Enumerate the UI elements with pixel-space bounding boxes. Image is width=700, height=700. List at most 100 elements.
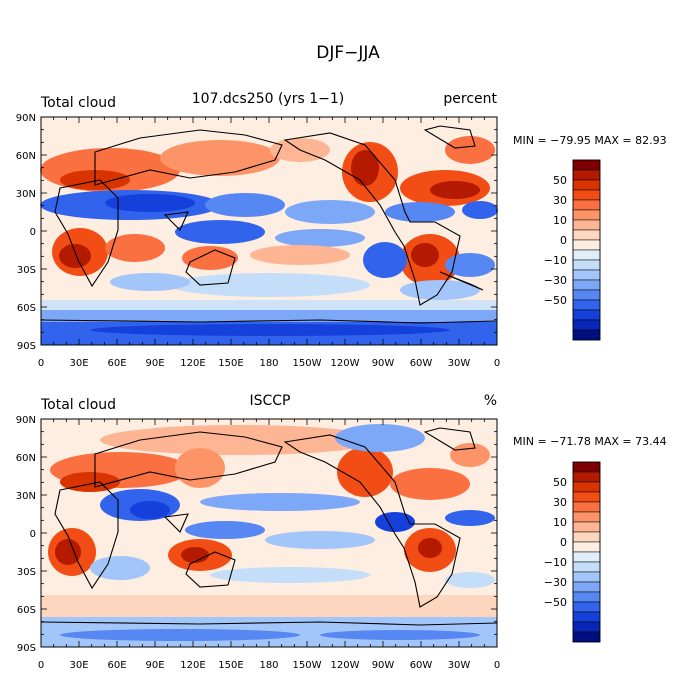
colorbar-label: 0: [560, 536, 567, 549]
panel-obs-ticks: [40, 418, 498, 648]
figure-title: DJF−JJA: [316, 43, 380, 63]
lon-tick-label: 30E: [69, 660, 88, 671]
lon-tick-label: 150E: [218, 660, 243, 671]
panel-model-lon-labels: 0 30E 60E 90E 120E 150E 180 150W 120W 90W 60W 30W 0: [38, 358, 500, 369]
lat-tick-label: 0: [30, 529, 36, 540]
colorbar-swatch: [572, 621, 601, 633]
lon-tick-label: 0: [494, 358, 500, 369]
lon-tick-label: 30E: [69, 358, 88, 369]
lon-tick-label: 0: [494, 660, 500, 671]
lon-tick-label: 60E: [107, 358, 126, 369]
lat-tick-label: 30S: [17, 567, 36, 578]
lat-tick-label: 30S: [17, 265, 36, 276]
panel-model: Total cloud 107.dcs250 (yrs 1−1) percent…: [16, 91, 667, 369]
colorbar-swatch: [572, 309, 601, 321]
panel-model-colorbar: 50 30 10 0 −10 −30 −50: [544, 159, 601, 341]
lon-tick-label: 150W: [293, 358, 322, 369]
panel-obs-coastlines: [40, 427, 498, 626]
colorbar-swatch: [572, 541, 601, 553]
panel-obs-lat-labels: 90N 60N 30N 0 30S 60S 90S: [16, 415, 36, 654]
colorbar-swatch: [572, 521, 601, 533]
colorbar-swatch: [572, 229, 601, 241]
lat-tick-label: 60S: [17, 303, 36, 314]
panel-model-units: percent: [443, 91, 497, 107]
colorbar-label: 10: [553, 516, 567, 529]
colorbar-swatch: [572, 249, 601, 261]
colorbar-swatch: [572, 581, 601, 593]
panel-obs-source: ISCCP: [249, 393, 290, 409]
colorbar-swatch: [572, 571, 601, 583]
lon-tick-label: 120W: [331, 660, 360, 671]
colorbar-label: 30: [553, 194, 567, 207]
panel-obs-colorbar: 50 30 10 0 −10 −30 −50: [544, 461, 601, 643]
lon-tick-label: 30W: [448, 358, 471, 369]
colorbar-swatch: [572, 511, 601, 523]
panel-model-map: [40, 116, 498, 346]
colorbar-swatch: [572, 159, 601, 171]
lon-tick-label: 150E: [218, 358, 243, 369]
lon-tick-label: 180: [259, 358, 278, 369]
lat-tick-label: 90S: [17, 643, 36, 654]
lat-tick-label: 90S: [17, 341, 36, 352]
colorbar-swatch: [572, 611, 601, 623]
colorbar-swatch: [572, 491, 601, 503]
colorbar-swatch: [572, 631, 601, 643]
colorbar-swatch: [572, 259, 601, 271]
colorbar-label: −10: [544, 254, 567, 267]
colorbar-swatch: [572, 601, 601, 613]
colorbar-label: −30: [544, 576, 567, 589]
lon-tick-label: 90W: [372, 358, 395, 369]
panel-model-stats: MIN = −79.95 MAX = 82.93: [513, 134, 667, 147]
lon-tick-label: 120W: [331, 358, 360, 369]
colorbar-swatch: [572, 299, 601, 311]
colorbar-swatch: [572, 169, 601, 181]
colorbar-swatch: [572, 179, 601, 191]
lon-tick-label: 120E: [180, 660, 205, 671]
colorbar-label: −50: [544, 294, 567, 307]
panel-model-source: 107.dcs250 (yrs 1−1): [192, 91, 344, 107]
colorbar-swatch: [572, 501, 601, 513]
colorbar-swatch: [572, 591, 601, 603]
colorbar-label: −50: [544, 596, 567, 609]
colorbar-swatch: [572, 319, 601, 331]
colorbar-swatch: [572, 279, 601, 291]
panel-obs: Total cloud ISCCP % MIN = −71.78 MAX = 7…: [16, 393, 667, 671]
colorbar-label: −10: [544, 556, 567, 569]
panel-model-lat-labels: 90N 60N 30N 0 30S 60S 90S: [16, 113, 36, 352]
colorbar-swatch: [572, 189, 601, 201]
panel-obs-units: %: [484, 393, 497, 409]
colorbar-swatch: [572, 209, 601, 221]
lon-tick-label: 60E: [107, 660, 126, 671]
colorbar-swatch: [572, 199, 601, 211]
panel-model-coastlines: [40, 125, 498, 324]
lon-tick-label: 0: [38, 358, 44, 369]
colorbar-swatch: [572, 531, 601, 543]
lon-tick-label: 90W: [372, 660, 395, 671]
lat-tick-label: 90N: [16, 415, 36, 426]
colorbar-label: 50: [553, 476, 567, 489]
lat-tick-label: 90N: [16, 113, 36, 124]
panel-obs-map: [40, 418, 498, 648]
lon-tick-label: 90E: [145, 358, 164, 369]
colorbar-swatch: [572, 471, 601, 483]
lat-tick-label: 0: [30, 227, 36, 238]
colorbar-swatch: [572, 239, 601, 251]
lon-tick-label: 180: [259, 660, 278, 671]
lon-tick-label: 60W: [410, 358, 433, 369]
lon-tick-label: 0: [38, 660, 44, 671]
colorbar-label: 50: [553, 174, 567, 187]
colorbar-swatch: [572, 329, 601, 341]
lon-tick-label: 150W: [293, 660, 322, 671]
colorbar-label: −30: [544, 274, 567, 287]
colorbar-label: 10: [553, 214, 567, 227]
panel-model-variable: Total cloud: [40, 95, 116, 111]
lon-tick-label: 120E: [180, 358, 205, 369]
panel-obs-stats: MIN = −71.78 MAX = 73.44: [513, 435, 667, 448]
colorbar-swatch: [572, 269, 601, 281]
colorbar-label: 0: [560, 234, 567, 247]
lon-tick-label: 60W: [410, 660, 433, 671]
colorbar-swatch: [572, 551, 601, 563]
lon-tick-label: 90E: [145, 660, 164, 671]
lon-tick-label: 30W: [448, 660, 471, 671]
